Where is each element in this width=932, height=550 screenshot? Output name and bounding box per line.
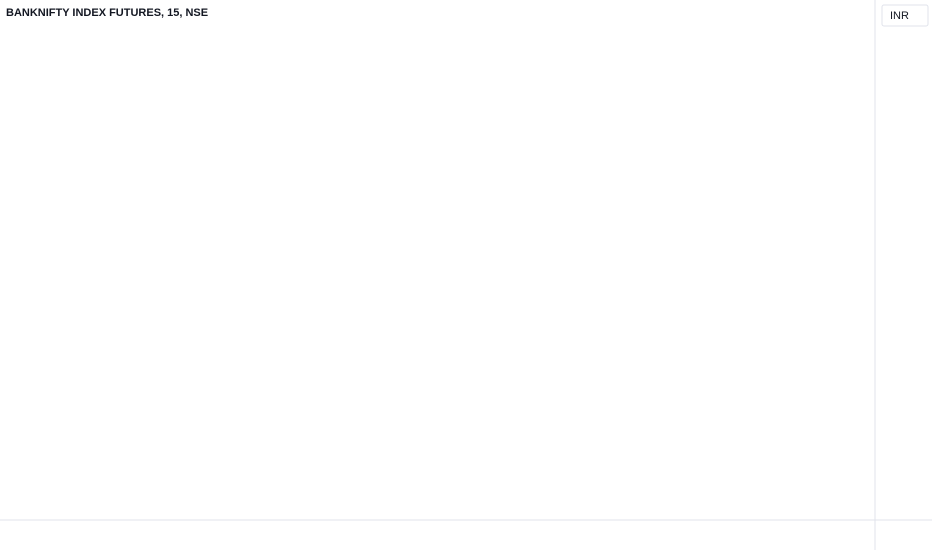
currency-label[interactable]: INR	[890, 10, 909, 22]
chart-title: BANKNIFTY INDEX FUTURES, 15, NSE	[6, 7, 208, 19]
currency-box[interactable]	[881, 4, 929, 27]
